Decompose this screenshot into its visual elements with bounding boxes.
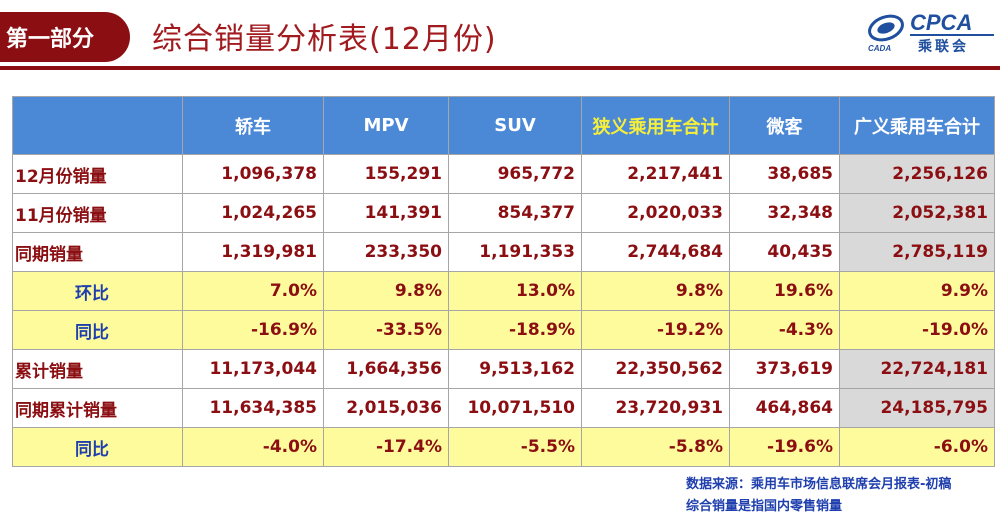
column-header-minivan: 微客 [729, 96, 840, 155]
table-row: 11月份销量 1,024,265 141,391 854,377 2,020,0… [12, 193, 995, 233]
cell-value: -5.8% [581, 427, 730, 467]
cell-value-total: 22,724,181 [839, 349, 995, 389]
table-header-row: 轿车 MPV SUV 狭义乘用车合计 微客 广义乘用车合计 [12, 96, 995, 155]
cell-value: 2,217,441 [581, 154, 730, 194]
column-header-suv: SUV [448, 96, 582, 155]
cell-value: 23,720,931 [581, 388, 730, 428]
cell-value: 10,071,510 [448, 388, 582, 428]
sales-table: 轿车 MPV SUV 狭义乘用车合计 微客 广义乘用车合计 12月份销量 1,0… [12, 96, 995, 467]
cell-value: 854,377 [448, 193, 582, 233]
cell-value: 11,173,044 [182, 349, 324, 389]
cell-value: 2,015,036 [323, 388, 449, 428]
cell-value: 9,513,162 [448, 349, 582, 389]
table-row: 累计销量 11,173,044 1,664,356 9,513,162 22,3… [12, 349, 995, 389]
cell-value: -16.9% [182, 310, 324, 350]
cpca-emblem-icon [868, 14, 904, 42]
cell-value: 13.0% [448, 271, 582, 311]
cell-value: 1,319,981 [182, 232, 324, 272]
cell-value-total: 2,785,119 [839, 232, 995, 272]
cell-value-total: 24,185,795 [839, 388, 995, 428]
row-label: 11月份销量 [12, 193, 183, 233]
cpca-logo: CPCA 乘联会 CADA [866, 8, 996, 58]
cell-value: 233,350 [323, 232, 449, 272]
column-header-broad-total: 广义乘用车合计 [839, 96, 995, 155]
cell-value: -19.2% [581, 310, 730, 350]
table-row-ratio: 环比 7.0% 9.8% 13.0% 9.8% 19.6% 9.9% [12, 271, 995, 311]
cell-value: 141,391 [323, 193, 449, 233]
row-label: 同期累计销量 [12, 388, 183, 428]
row-label: 12月份销量 [12, 154, 183, 194]
cell-value-total: -19.0% [839, 310, 995, 350]
cell-value: 1,024,265 [182, 193, 324, 233]
cell-value-total: 2,052,381 [839, 193, 995, 233]
table-row: 12月份销量 1,096,378 155,291 965,772 2,217,4… [12, 154, 995, 194]
cell-value: -33.5% [323, 310, 449, 350]
cell-value: 155,291 [323, 154, 449, 194]
cell-value: 464,864 [729, 388, 840, 428]
column-header-sedan: 轿车 [182, 96, 324, 155]
cell-value: 373,619 [729, 349, 840, 389]
page-title: 综合销量分析表(12月份) [152, 22, 497, 57]
cell-value: 9.8% [323, 271, 449, 311]
cell-value: 965,772 [448, 154, 582, 194]
page-header: 第一部分 综合销量分析表(12月份) CPCA 乘联会 CADA [0, 0, 1000, 72]
cell-value: 40,435 [729, 232, 840, 272]
table-row-ratio: 同比 -16.9% -33.5% -18.9% -19.2% -4.3% -19… [12, 310, 995, 350]
row-label: 同比 [12, 310, 183, 350]
column-header-blank [12, 96, 183, 155]
cell-value: 7.0% [182, 271, 324, 311]
table-row: 同期销量 1,319,981 233,350 1,191,353 2,744,6… [12, 232, 995, 272]
cell-value: 1,664,356 [323, 349, 449, 389]
cell-value: 1,096,378 [182, 154, 324, 194]
cell-value-total: 2,256,126 [839, 154, 995, 194]
logo-subtext: 乘联会 [918, 39, 969, 55]
row-label: 累计销量 [12, 349, 183, 389]
header-divider [0, 66, 1000, 70]
logo-cada-text: CADA [868, 44, 892, 53]
row-label: 同比 [12, 427, 183, 467]
section-tab: 第一部分 [0, 12, 130, 62]
cell-value: 2,744,684 [581, 232, 730, 272]
cell-value: 11,634,385 [182, 388, 324, 428]
logo-underline [910, 34, 994, 36]
cell-value: -5.5% [448, 427, 582, 467]
cell-value: 19.6% [729, 271, 840, 311]
cell-value: 22,350,562 [581, 349, 730, 389]
logo-text: CPCA [910, 10, 973, 35]
cell-value: -4.3% [729, 310, 840, 350]
cell-value-total: 9.9% [839, 271, 995, 311]
section-label: 第一部分 [6, 27, 95, 52]
cell-value: 2,020,033 [581, 193, 730, 233]
cell-value: 1,191,353 [448, 232, 582, 272]
table-row: 同期累计销量 11,634,385 2,015,036 10,071,510 2… [12, 388, 995, 428]
cell-value: -18.9% [448, 310, 582, 350]
cell-value: -17.4% [323, 427, 449, 467]
footnote-note: 综合销量是指国内零售销量 [686, 499, 843, 514]
footnote-source: 数据来源：乘用车市场信息联席会月报表-初稿 [686, 477, 952, 492]
table-row-ratio: 同比 -4.0% -17.4% -5.5% -5.8% -19.6% -6.0% [12, 427, 995, 467]
cell-value: 9.8% [581, 271, 730, 311]
cell-value: 32,348 [729, 193, 840, 233]
column-header-narrow-total: 狭义乘用车合计 [581, 96, 730, 155]
cell-value: -19.6% [729, 427, 840, 467]
cell-value: -4.0% [182, 427, 324, 467]
column-header-mpv: MPV [323, 96, 449, 155]
row-label: 同期销量 [12, 232, 183, 272]
row-label: 环比 [12, 271, 183, 311]
cell-value-total: -6.0% [839, 427, 995, 467]
cell-value: 38,685 [729, 154, 840, 194]
